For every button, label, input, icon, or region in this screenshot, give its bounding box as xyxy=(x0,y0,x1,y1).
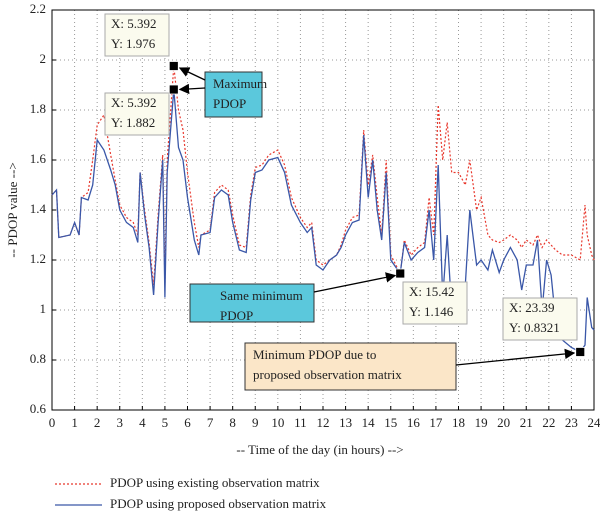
y-tick-label: 2.2 xyxy=(30,1,46,16)
y-tick-label: 0.8 xyxy=(30,351,46,366)
datatip-text: X: 23.39 xyxy=(509,300,555,315)
datatip-marker xyxy=(168,61,179,71)
annotation-text: Minimum PDOP due to xyxy=(253,347,376,362)
x-tick-label: 22 xyxy=(542,415,555,430)
datatip-marker xyxy=(168,84,179,95)
plot-frame xyxy=(51,9,595,411)
x-tick-label: 0 xyxy=(49,415,56,430)
x-tick-label: 7 xyxy=(207,415,214,430)
x-tick-label: 5 xyxy=(162,415,169,430)
datatip-text: X: 5.392 xyxy=(111,95,157,110)
arrow xyxy=(455,348,576,366)
legend-label: PDOP using proposed observation matrix xyxy=(110,496,327,511)
annotation-text: Maximum xyxy=(213,76,267,91)
datatip-box xyxy=(104,92,170,136)
annotation-box xyxy=(244,342,457,391)
datatip-marker xyxy=(395,268,406,279)
annotation-text: Same minimum xyxy=(220,288,303,303)
x-tick-label: 3 xyxy=(117,415,124,430)
datatip-text: Y: 0.8321 xyxy=(509,320,560,335)
series-line xyxy=(51,65,595,286)
legend-label: PDOP using existing observation matrix xyxy=(110,475,320,490)
x-tick-label: 18 xyxy=(452,415,465,430)
x-tick-label: 6 xyxy=(184,415,191,430)
y-tick-label: 1.4 xyxy=(30,201,47,216)
datatip-box xyxy=(104,13,170,57)
y-tick-label: 2 xyxy=(40,51,47,66)
series-line xyxy=(51,89,595,353)
x-tick-label: 12 xyxy=(317,415,330,430)
x-tick-label: 11 xyxy=(294,415,307,430)
annotation-box xyxy=(204,71,263,118)
annotation-text: PDOP xyxy=(213,96,246,111)
y-axis-label: -- PDOP value --> xyxy=(5,162,20,257)
x-tick-label: 21 xyxy=(520,415,533,430)
y-tick-label: 1 xyxy=(40,301,47,316)
arrow xyxy=(178,83,206,95)
datatip-text: Y: 1.882 xyxy=(111,115,155,130)
x-tick-label: 23 xyxy=(565,415,578,430)
y-tick-label: 1.6 xyxy=(30,151,47,166)
x-tick-label: 10 xyxy=(271,415,284,430)
y-tick-label: 0.6 xyxy=(30,401,47,416)
y-tick-label: 1.2 xyxy=(30,251,46,266)
datatip-text: Y: 1.976 xyxy=(111,36,156,51)
x-tick-label: 20 xyxy=(497,415,510,430)
annotation-box xyxy=(189,283,315,323)
datatip-text: X: 5.392 xyxy=(111,16,157,31)
arrow xyxy=(178,67,206,81)
y-tick-label: 1.8 xyxy=(30,101,46,116)
x-tick-label: 19 xyxy=(475,415,488,430)
datatip-marker xyxy=(575,347,586,357)
x-tick-label: 1 xyxy=(71,415,78,430)
x-tick-label: 13 xyxy=(339,415,352,430)
x-tick-label: 17 xyxy=(429,415,443,430)
datatip-box xyxy=(502,297,578,341)
arrow xyxy=(313,272,397,293)
x-axis-label: -- Time of the day (in hours) --> xyxy=(236,442,403,457)
datatip-box xyxy=(402,281,468,325)
x-tick-label: 14 xyxy=(362,415,376,430)
annotation-text: proposed observation matrix xyxy=(253,367,402,382)
x-tick-label: 24 xyxy=(588,415,600,430)
datatip-text: X: 15.42 xyxy=(409,284,455,299)
x-tick-label: 4 xyxy=(139,415,146,430)
x-tick-label: 15 xyxy=(384,415,397,430)
annotation-text: PDOP xyxy=(220,308,253,323)
x-tick-label: 9 xyxy=(252,415,259,430)
x-tick-label: 8 xyxy=(229,415,236,430)
x-tick-label: 2 xyxy=(94,415,101,430)
x-tick-label: 16 xyxy=(407,415,421,430)
datatip-text: Y: 1.146 xyxy=(409,304,454,319)
